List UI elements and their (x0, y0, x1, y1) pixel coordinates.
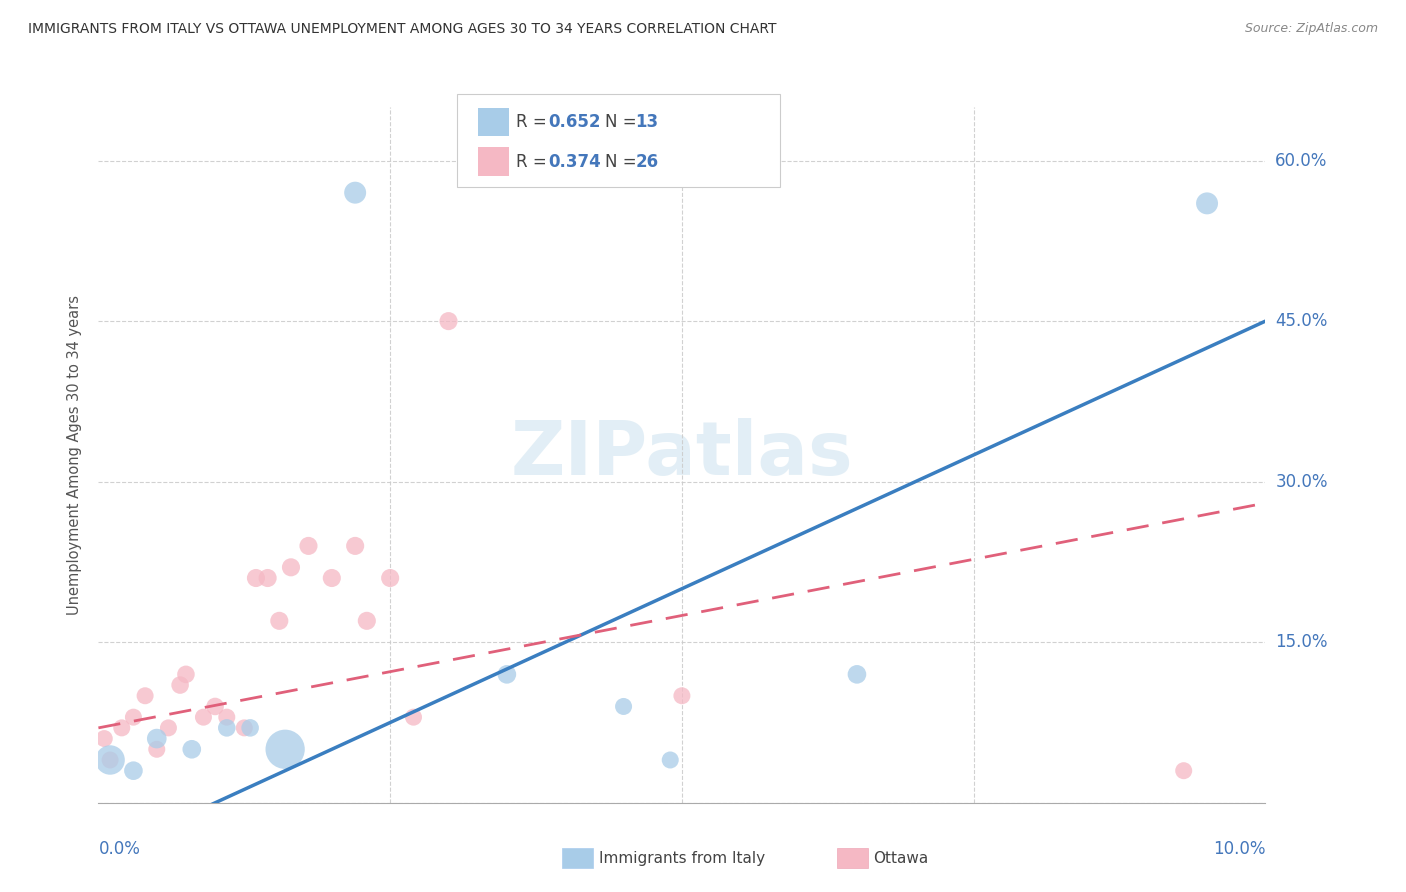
Text: 0.374: 0.374 (548, 153, 602, 170)
Point (134, 689, 156, 703)
Point (239, 721, 262, 735)
Point (233, 721, 256, 735)
Text: 13: 13 (636, 113, 658, 131)
Point (157, 721, 180, 735)
Point (245, 571, 267, 585)
Point (274, 742, 297, 756)
Point (1195, 196, 1218, 211)
Text: 15.0%: 15.0% (1275, 633, 1327, 651)
Point (1173, 764, 1195, 778)
Point (256, 571, 278, 585)
Point (93, 731, 115, 746)
Point (280, 560, 302, 574)
Point (437, 314, 460, 328)
Point (344, 186, 367, 200)
Text: 0.0%: 0.0% (98, 840, 141, 858)
Text: Immigrants from Italy: Immigrants from Italy (599, 851, 765, 865)
Text: N =: N = (605, 113, 641, 131)
Point (495, 667, 517, 681)
Text: Source: ZipAtlas.com: Source: ZipAtlas.com (1244, 22, 1378, 36)
Text: 10.0%: 10.0% (1213, 840, 1265, 858)
Text: 0.652: 0.652 (548, 113, 600, 131)
Text: R =: R = (516, 113, 553, 131)
Point (146, 742, 169, 756)
Text: ZIPatlas: ZIPatlas (510, 418, 853, 491)
Point (180, 742, 202, 756)
Y-axis label: Unemployment Among Ages 30 to 34 years: Unemployment Among Ages 30 to 34 years (67, 295, 83, 615)
Point (204, 699, 226, 714)
Point (356, 614, 378, 628)
Point (297, 539, 319, 553)
Point (111, 721, 134, 735)
Point (174, 667, 197, 681)
Text: 60.0%: 60.0% (1275, 152, 1327, 169)
Point (193, 710, 215, 724)
Point (344, 539, 367, 553)
Point (269, 614, 291, 628)
Point (122, 764, 145, 778)
Point (671, 689, 693, 703)
Point (146, 731, 169, 746)
Point (321, 571, 343, 585)
Point (98, 753, 121, 767)
Text: R =: R = (516, 153, 553, 170)
Text: N =: N = (605, 153, 641, 170)
Text: 45.0%: 45.0% (1275, 312, 1327, 330)
Point (169, 678, 191, 692)
Point (98, 753, 121, 767)
Point (215, 721, 238, 735)
Text: 26: 26 (636, 153, 658, 170)
Text: IMMIGRANTS FROM ITALY VS OTTAWA UNEMPLOYMENT AMONG AGES 30 TO 34 YEARS CORRELATI: IMMIGRANTS FROM ITALY VS OTTAWA UNEMPLOY… (28, 22, 776, 37)
Point (378, 571, 402, 585)
Text: 30.0%: 30.0% (1275, 473, 1327, 491)
Point (402, 710, 425, 724)
Point (845, 667, 868, 681)
Point (659, 753, 682, 767)
Text: Ottawa: Ottawa (873, 851, 928, 865)
Point (122, 710, 145, 724)
Point (612, 699, 634, 714)
Point (215, 710, 238, 724)
